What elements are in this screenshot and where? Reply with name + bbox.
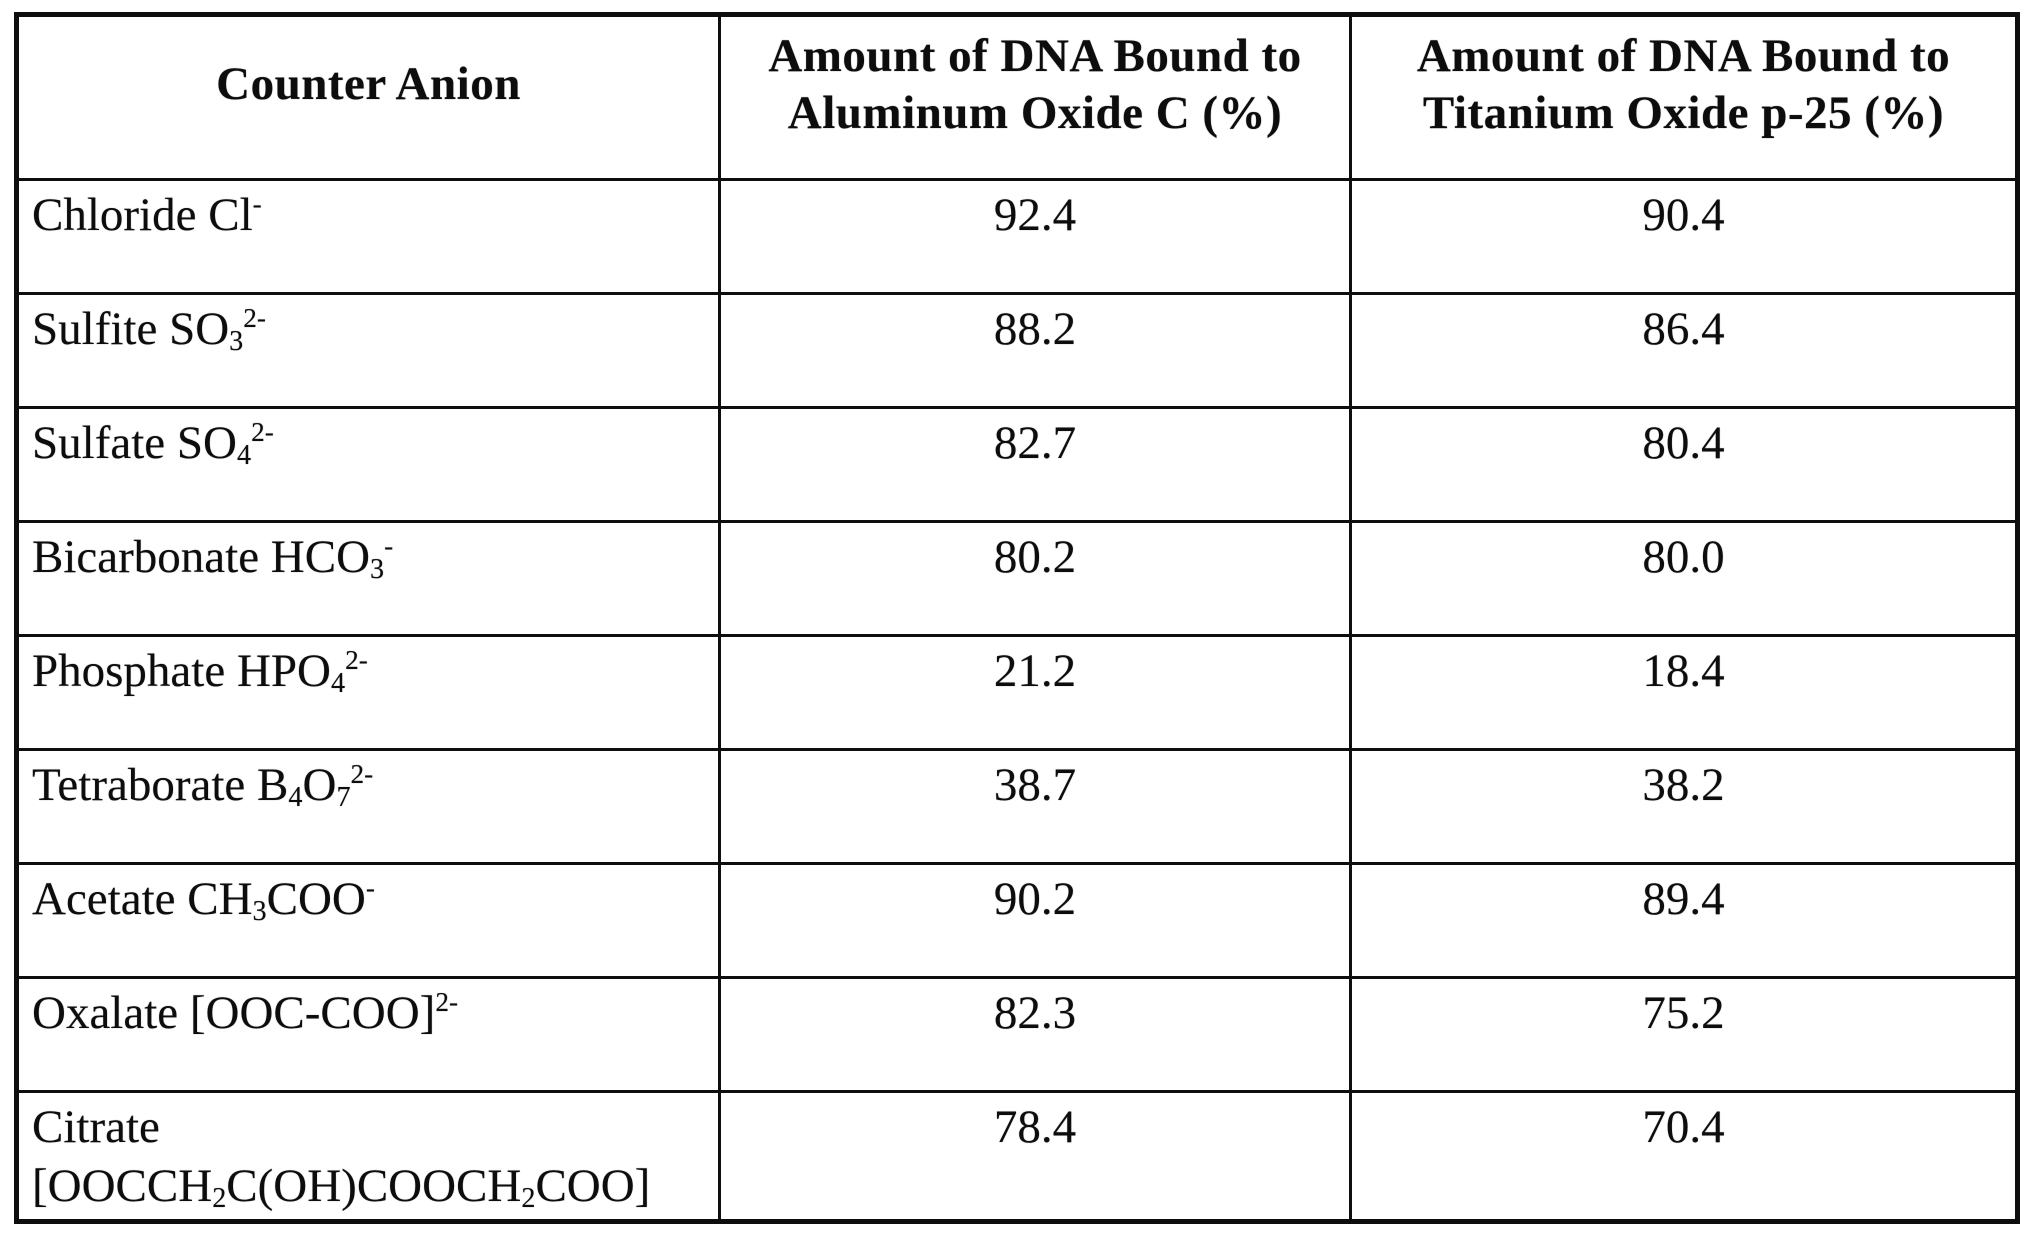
column-header-aluminum-oxide-c: Amount of DNA Bound to Aluminum Oxide C … — [718, 13, 1352, 181]
titanium-oxide-value-cell: 80.4 — [1349, 406, 2019, 523]
anion-name-cell: Bicarbonate HCO3- — [15, 520, 721, 637]
column-header-counter-anion: Counter Anion — [15, 13, 721, 181]
table-row: Sulfate SO42- 82.7 80.4 — [15, 406, 2019, 523]
header-row: Counter Anion Amount of DNA Bound to Alu… — [15, 13, 2019, 181]
aluminum-oxide-value-cell: 90.2 — [718, 862, 1352, 979]
anion-name-cell: Citrate [OOCCH2C(OH)COOCH2COO] — [15, 1090, 721, 1223]
anion-name-cell: Sulfate SO42- — [15, 406, 721, 523]
anion-name-cell: Oxalate [OOC-COO]2- — [15, 976, 721, 1093]
dna-binding-table: Counter Anion Amount of DNA Bound to Alu… — [14, 12, 2020, 1224]
aluminum-oxide-value-cell: 82.3 — [718, 976, 1352, 1093]
aluminum-oxide-value-cell: 88.2 — [718, 292, 1352, 409]
table-row: Chloride Cl- 92.4 90.4 — [15, 178, 2019, 295]
aluminum-oxide-value-cell: 82.7 — [718, 406, 1352, 523]
titanium-oxide-value-cell: 70.4 — [1349, 1090, 2019, 1223]
titanium-oxide-value-cell: 90.4 — [1349, 178, 2019, 295]
titanium-oxide-value-cell: 89.4 — [1349, 862, 2019, 979]
table-row: Tetraborate B4O72- 38.7 38.2 — [15, 748, 2019, 865]
titanium-oxide-value-cell: 75.2 — [1349, 976, 2019, 1093]
table-row: Bicarbonate HCO3- 80.2 80.0 — [15, 520, 2019, 637]
anion-name-cell: Chloride Cl- — [15, 178, 721, 295]
table-body: Chloride Cl- 92.4 90.4 Sulfite SO32- 88.2 86.… — [15, 178, 2019, 1223]
aluminum-oxide-value-cell: 92.4 — [718, 178, 1352, 295]
aluminum-oxide-value-cell: 78.4 — [718, 1090, 1352, 1223]
titanium-oxide-value-cell: 38.2 — [1349, 748, 2019, 865]
table-row: Citrate [OOCCH2C(OH)COOCH2COO] 78.4 70.4 — [15, 1090, 2019, 1223]
table-row: Phosphate HPO42- 21.2 18.4 — [15, 634, 2019, 751]
aluminum-oxide-value-cell: 21.2 — [718, 634, 1352, 751]
aluminum-oxide-value-cell: 38.7 — [718, 748, 1352, 865]
table-row: Acetate CH3COO- 90.2 89.4 — [15, 862, 2019, 979]
table-row: Oxalate [OOC-COO]2- 82.3 75.2 — [15, 976, 2019, 1093]
anion-name-cell: Phosphate HPO42- — [15, 634, 721, 751]
aluminum-oxide-value-cell: 80.2 — [718, 520, 1352, 637]
table-row: Sulfite SO32- 88.2 86.4 — [15, 292, 2019, 409]
titanium-oxide-value-cell: 18.4 — [1349, 634, 2019, 751]
titanium-oxide-value-cell: 80.0 — [1349, 520, 2019, 637]
anion-name-cell: Sulfite SO32- — [15, 292, 721, 409]
anion-name-cell: Acetate CH3COO- — [15, 862, 721, 979]
titanium-oxide-value-cell: 86.4 — [1349, 292, 2019, 409]
column-header-titanium-oxide-p25: Amount of DNA Bound to Titanium Oxide p-… — [1349, 13, 2019, 181]
anion-name-cell: Tetraborate B4O72- — [15, 748, 721, 865]
